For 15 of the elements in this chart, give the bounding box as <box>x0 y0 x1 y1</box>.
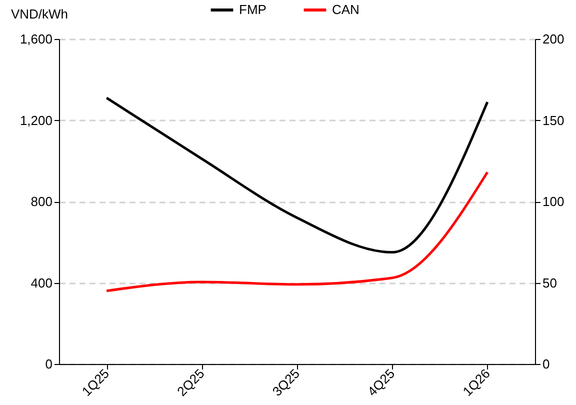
y-tick-label: 1,600 <box>20 32 52 46</box>
y2-tick-label: 100 <box>542 194 564 209</box>
y2-tick-label: 0 <box>542 356 550 372</box>
legend-label: CAN <box>332 2 360 17</box>
line-series <box>105 96 489 254</box>
line-series <box>105 171 489 292</box>
y-tick-label: 1,200 <box>20 112 52 128</box>
y-tick-label: 0 <box>45 356 52 372</box>
y-tick-label: 800 <box>30 194 52 209</box>
y-axis-title: VND/kWh <box>10 6 68 22</box>
y-tick-label: 400 <box>30 275 52 290</box>
legend-label: FMP <box>239 2 266 17</box>
y2-tick-label: 200 <box>542 32 564 46</box>
y2-tick-label: 50 <box>542 275 557 290</box>
y2-tick-label: 150 <box>542 112 564 128</box>
